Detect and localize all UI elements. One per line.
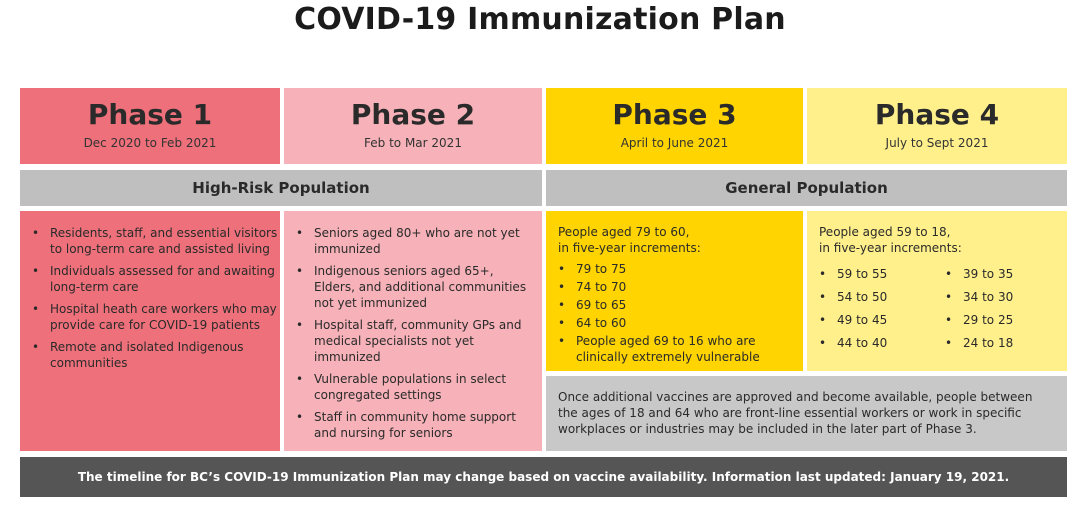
list-item: 54 to 50 — [807, 289, 933, 305]
general-population-band: General Population — [546, 170, 1067, 206]
phase-1-dates: Dec 2020 to Feb 2021 — [83, 136, 217, 150]
phase-2-content: Seniors aged 80+ who are not yet immuniz… — [284, 211, 542, 451]
list-item: Remote and isolated Indigenous communiti… — [20, 339, 280, 371]
list-item: 49 to 45 — [807, 312, 933, 328]
list-item: People aged 69 to 16 who are clinically … — [546, 333, 795, 365]
list-item: Hospital heath care workers who may prov… — [20, 301, 280, 333]
phase-2-list: Seniors aged 80+ who are not yet immuniz… — [284, 225, 534, 441]
high-risk-band: High-Risk Population — [20, 170, 542, 206]
list-item: 29 to 25 — [933, 312, 1059, 328]
list-item: 24 to 18 — [933, 335, 1059, 351]
phase-4-age-grid: 59 to 55 39 to 35 54 to 50 34 to 30 49 t… — [807, 266, 1059, 358]
phase-2-title: Phase 2 — [350, 98, 476, 131]
phase-4-dates: July to Sept 2021 — [885, 136, 989, 150]
phase-3-content: People aged 79 to 60, in five-year incre… — [546, 211, 803, 371]
list-item: Vulnerable populations in select congreg… — [284, 371, 534, 403]
list-item: 74 to 70 — [546, 279, 795, 295]
list-item: 69 to 65 — [546, 297, 795, 313]
list-item: 64 to 60 — [546, 315, 795, 331]
list-item: Individuals assessed for and awaiting lo… — [20, 263, 280, 295]
phase-3-header: Phase 3 April to June 2021 — [546, 88, 803, 164]
phase-3-dates: April to June 2021 — [620, 136, 729, 150]
list-item: Residents, staff, and essential visitors… — [20, 225, 280, 257]
phase-4-header: Phase 4 July to Sept 2021 — [807, 88, 1067, 164]
phase-4-content: People aged 59 to 18, in five-year incre… — [807, 211, 1067, 371]
phase-3-note: Once additional vaccines are approved an… — [546, 376, 1067, 451]
phase-1-list: Residents, staff, and essential visitors… — [20, 225, 280, 371]
page-title: COVID-19 Immunization Plan — [294, 2, 786, 37]
phase-2-header: Phase 2 Feb to Mar 2021 — [284, 88, 542, 164]
list-item: 59 to 55 — [807, 266, 933, 282]
list-item: Hospital staff, community GPs and medica… — [284, 317, 534, 365]
list-item: Indigenous seniors aged 65+, Elders, and… — [284, 263, 534, 311]
phase-3-list: 79 to 75 74 to 70 69 to 65 64 to 60 Peop… — [546, 261, 795, 365]
phase-1-title: Phase 1 — [87, 98, 213, 131]
phase-4-title: Phase 4 — [874, 98, 1000, 131]
phase-1-header: Phase 1 Dec 2020 to Feb 2021 — [20, 88, 280, 164]
footer-disclaimer: The timeline for BC’s COVID-19 Immunizat… — [20, 457, 1067, 497]
list-item: 44 to 40 — [807, 335, 933, 351]
list-item: 39 to 35 — [933, 266, 1059, 282]
phase-3-title: Phase 3 — [612, 98, 737, 131]
list-item: 34 to 30 — [933, 289, 1059, 305]
list-item: Seniors aged 80+ who are not yet immuniz… — [284, 225, 534, 257]
list-item: 79 to 75 — [546, 261, 795, 277]
phase-3-intro: People aged 79 to 60, in five-year incre… — [558, 225, 701, 255]
phase-4-intro: People aged 59 to 18, in five-year incre… — [819, 225, 962, 255]
list-item: Staff in community home support and nurs… — [284, 409, 534, 441]
phase-2-dates: Feb to Mar 2021 — [364, 136, 462, 150]
phase-1-content: Residents, staff, and essential visitors… — [20, 211, 280, 451]
